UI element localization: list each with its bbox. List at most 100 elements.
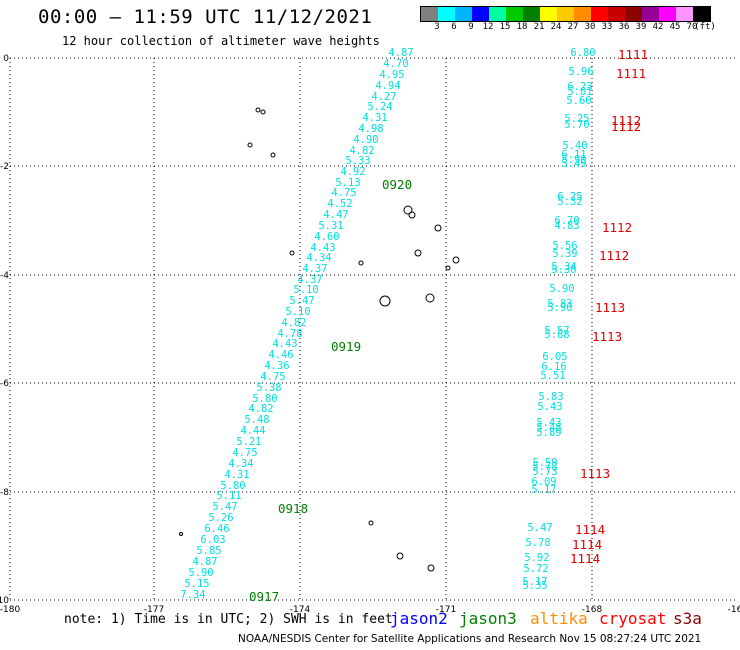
wave-height-value: 4.75 xyxy=(232,447,257,459)
pass-time-label: 1111 xyxy=(616,66,646,81)
legend-swatch xyxy=(523,7,540,21)
wave-height-value: 5.83 xyxy=(538,391,563,403)
legend-s3a: s3a xyxy=(673,609,702,628)
wave-height-value: 5.33 xyxy=(345,155,370,167)
wave-height-value: 5.17 xyxy=(531,484,556,496)
legend-swatch xyxy=(625,7,642,21)
pass-time-label: 0918 xyxy=(278,501,308,516)
footer-note: note: 1) Time is in UTC; 2) SWH is in fe… xyxy=(64,612,393,627)
wave-height-value: 4.27 xyxy=(371,91,396,103)
island-outline xyxy=(445,265,451,271)
island-outline xyxy=(452,256,460,264)
island-outline xyxy=(260,109,266,115)
pass-time-label: 0919 xyxy=(331,339,361,354)
wave-height-value: 4.36 xyxy=(264,360,289,372)
wave-height-value: 5.60 xyxy=(566,95,591,107)
wave-height-value: 6.03 xyxy=(200,534,225,546)
wave-height-value: 5.83 xyxy=(547,298,572,310)
islands xyxy=(179,107,460,572)
pass-time-label: 1112 xyxy=(611,119,641,134)
legend-label: 24 xyxy=(550,22,562,32)
wave-height-value: 4.87 xyxy=(192,556,217,568)
wave-height-value: 5.24 xyxy=(367,101,392,113)
wave-height-value: 5.21 xyxy=(236,436,261,448)
track-jason-west: 4.874.704.954.944.275.244.314.984.904.82… xyxy=(180,47,413,601)
wave-height-value: 4.78 xyxy=(277,328,302,340)
wave-height-value: 6.80 xyxy=(570,47,595,59)
y-tick-label: 0 xyxy=(3,54,9,64)
wave-height-value: 6.25 xyxy=(557,191,582,203)
wave-height-value: 5.17 xyxy=(522,576,547,588)
wave-height-value: 5.80 xyxy=(252,393,277,405)
wave-height-value: 5.48 xyxy=(536,422,561,434)
wave-height-value: 5.47 xyxy=(527,522,552,534)
wave-height-value: 5.40 xyxy=(562,140,587,152)
legend-jason2: jason2 xyxy=(390,609,448,628)
island-outline xyxy=(255,107,261,113)
pass-time-label: 1114 xyxy=(572,537,602,552)
pass-time-label: 0917 xyxy=(249,589,279,604)
pass-time-label: 0920 xyxy=(382,177,412,192)
wave-height-value: 6.23 xyxy=(567,81,592,93)
legend-swatch xyxy=(438,7,455,21)
wave-height-value: 6.16 xyxy=(541,361,566,373)
island-outline xyxy=(379,295,391,307)
legend-swatch xyxy=(676,7,693,21)
wave-height-value: 5.78 xyxy=(525,537,550,549)
wave-height-value: 4.34 xyxy=(228,458,253,470)
wave-height-value: 5.96 xyxy=(568,66,593,78)
island-outline xyxy=(434,224,442,232)
wave-height-value: 4.87 xyxy=(388,47,413,59)
wave-height-value: 5.89 xyxy=(536,427,561,439)
wave-height-value: 5.01 xyxy=(567,86,592,98)
legend-label: 36 xyxy=(618,22,630,32)
legend-label: 6 xyxy=(451,22,457,32)
y-tick-label: -4 xyxy=(0,271,9,281)
wave-height-value: 5.73 xyxy=(532,466,557,478)
island-outline xyxy=(403,205,413,215)
wave-height-value: 4.43 xyxy=(310,242,335,254)
legend-label: 45 xyxy=(669,22,681,32)
legend-cryosat: cryosat xyxy=(599,609,667,628)
x-tick-label: -177 xyxy=(144,605,164,615)
wave-height-value: 5.90 xyxy=(188,567,213,579)
map-grid xyxy=(9,57,735,601)
legend-altika: altika xyxy=(530,609,588,628)
wave-height-value: 5.70 xyxy=(564,119,589,131)
island-outline xyxy=(414,249,422,257)
wave-height-value: 5.39 xyxy=(552,248,577,260)
wave-height-value: 4.37 xyxy=(302,263,327,275)
wave-height-value: 4.75 xyxy=(260,371,285,383)
wave-height-value: 4.83 xyxy=(554,220,579,232)
map-subtitle: 12 hour collection of altimeter wave hei… xyxy=(62,34,380,48)
wave-height-value: 5.10 xyxy=(285,306,310,318)
legend-label: 12 xyxy=(482,22,494,32)
legend-label: 30 xyxy=(584,22,596,32)
legend-swatch xyxy=(557,7,574,21)
legend-label: 39 xyxy=(635,22,647,32)
wave-height-value: 5.49 xyxy=(561,158,586,170)
color-legend xyxy=(420,6,711,22)
legend-swatch xyxy=(642,7,659,21)
legend-label: 3 xyxy=(434,22,440,32)
wave-height-value: 4.82 xyxy=(281,317,306,329)
wave-height-value: 5.72 xyxy=(523,563,548,575)
legend-label: 21 xyxy=(533,22,545,32)
wave-height-value: 5.48 xyxy=(244,414,269,426)
island-outline xyxy=(247,142,253,148)
wave-height-value: 4.70 xyxy=(383,58,408,70)
legend-label: 70 xyxy=(686,22,698,32)
wave-height-value: 5.90 xyxy=(549,283,574,295)
wave-height-value: 6.09 xyxy=(531,476,556,488)
island-outline xyxy=(358,260,364,266)
x-tick-label: -16 xyxy=(728,605,740,615)
wave-height-value: 4.44 xyxy=(240,425,265,437)
legend-label: (ft) xyxy=(694,22,716,32)
pass-time-label: 1114 xyxy=(570,551,600,566)
legend-swatch xyxy=(421,7,438,21)
island-outline xyxy=(289,250,295,256)
y-tick-label: -8 xyxy=(0,488,9,498)
wave-height-value: 5.43 xyxy=(537,401,562,413)
legend-swatch xyxy=(455,7,472,21)
